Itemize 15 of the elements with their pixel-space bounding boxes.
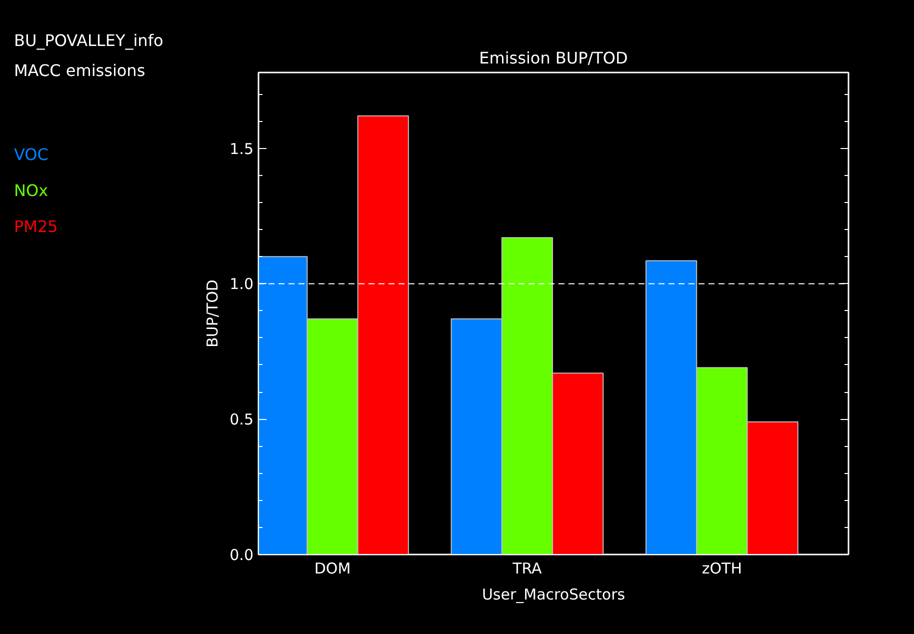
text: BU_POVALLEY_info [14,30,164,52]
x-tick-label: TRA [512,560,543,578]
y-tick-label: 1.5 [230,140,254,158]
x-axis-title: User_MacroSectors [482,586,626,604]
y-tick-label: 0.0 [230,546,254,564]
y-axis-title: BUP/TOD [204,280,222,348]
y-tick-label: 1.0 [230,275,254,294]
text: VOC [14,144,48,166]
x-tick-label: DOM [314,560,351,578]
text: MACC emissions [14,60,146,82]
chart-title: Emission BUP/TOD [479,48,628,68]
x-tick-label: zOTH [702,560,742,578]
text: NOx [14,180,48,202]
y-tick-label: 0.5 [230,410,254,429]
text: PM25 [14,216,58,238]
